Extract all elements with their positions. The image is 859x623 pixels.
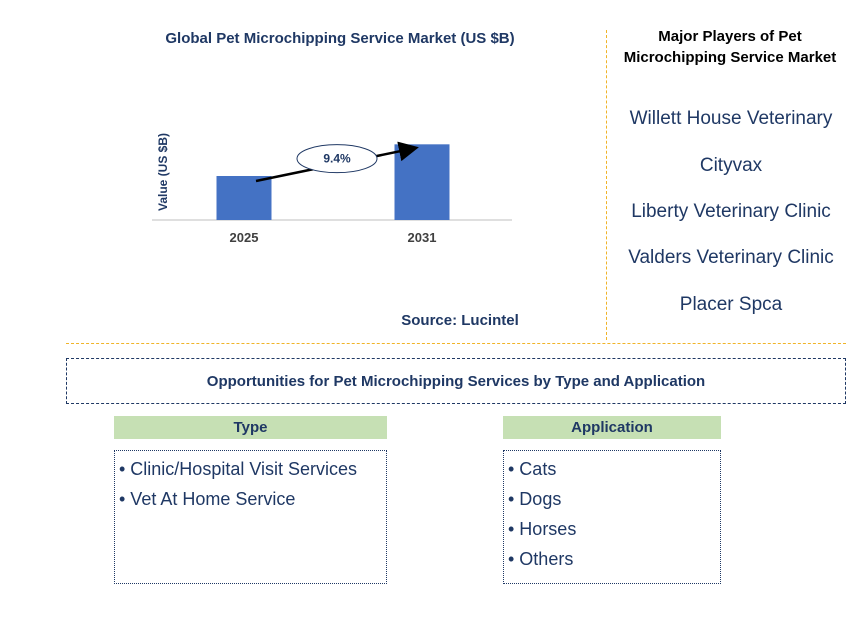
type-header: Type — [114, 416, 387, 439]
vertical-divider — [606, 30, 607, 340]
cagr-ellipse — [296, 144, 378, 174]
type-item: • Clinic/Hospital Visit Services — [119, 459, 358, 479]
opportunities-title: Opportunities for Pet Microchipping Serv… — [66, 358, 846, 404]
y-axis-label: Value (US $B) — [156, 133, 170, 211]
chart-title: Global Pet Microchipping Service Market … — [165, 30, 515, 47]
application-item: • Horses — [508, 519, 577, 539]
player-item: Willett House Veterinary — [629, 108, 833, 129]
type-item: • Vet At Home Service — [119, 489, 296, 509]
application-list: • Cats • Dogs • Horses • Others — [503, 450, 721, 584]
application-item: • Dogs — [508, 489, 562, 509]
player-item: Placer Spca — [679, 294, 783, 315]
player-item: Valders Veterinary Clinic — [628, 247, 834, 268]
source-label: Source: Lucintel — [401, 312, 519, 329]
x-tick-label: 2025 — [230, 230, 259, 245]
cagr-label: 9.4% — [323, 152, 351, 166]
application-header: Application — [503, 416, 721, 439]
bar-chart: Value (US $B) 2025 2031 9.4% — [152, 133, 512, 245]
bar-2031 — [394, 144, 450, 220]
players-title: Major Players of Pet Microchipping Servi… — [623, 28, 837, 66]
player-item: Cityvax — [699, 155, 763, 176]
x-tick-label: 2031 — [408, 230, 437, 245]
type-list: • Clinic/Hospital Visit Services • Vet A… — [114, 450, 387, 584]
player-item: Liberty Veterinary Clinic — [631, 201, 831, 222]
application-item: • Others — [508, 549, 574, 569]
horizontal-divider — [66, 343, 846, 344]
bar-2025 — [216, 176, 272, 220]
application-item: • Cats — [508, 459, 557, 479]
